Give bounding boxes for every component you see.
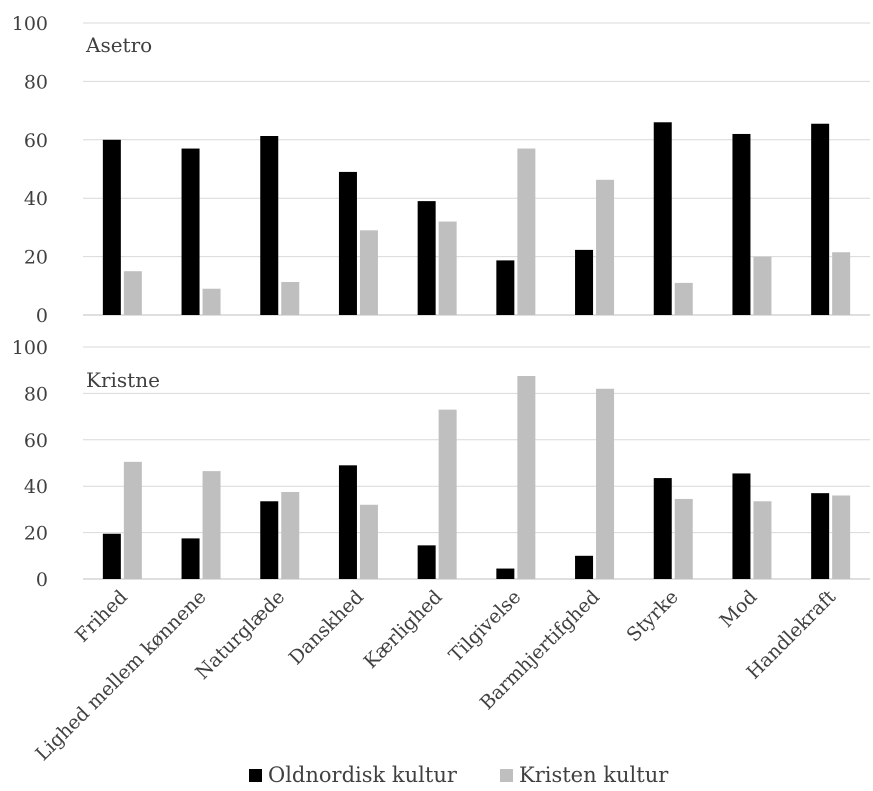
- bar-kristen: [517, 148, 536, 315]
- bar-kristen: [202, 471, 221, 579]
- bar-kristen: [832, 252, 851, 315]
- bar-oldnordisk: [496, 260, 515, 315]
- bar-oldnordisk: [575, 249, 594, 315]
- bar-oldnordisk: [811, 123, 830, 316]
- bar-oldnordisk: [417, 201, 436, 315]
- bar-oldnordisk: [732, 473, 751, 579]
- legend: Oldnordisk kultur Kristen kultur: [249, 763, 669, 787]
- bar-kristen: [123, 461, 142, 579]
- chart-panels: 0 20 40 60 80 100 Asetro 0 20 40 60 80 100 Kristne: [12, 13, 870, 591]
- bar-kristen: [202, 288, 221, 315]
- panel-kristne: 0 20 40 60 80 100 Kristne: [12, 337, 870, 591]
- bar-kristen: [517, 376, 536, 579]
- bar-oldnordisk: [102, 139, 121, 315]
- y-tick-label: 20: [24, 523, 48, 545]
- panel-asetro: 0 20 40 60 80 100 Asetro: [12, 13, 870, 327]
- bar-kristen: [674, 498, 693, 579]
- bar-kristen: [281, 492, 300, 579]
- bar-kristen: [281, 282, 300, 315]
- legend-label-kristen: Kristen kultur: [519, 763, 669, 787]
- legend-swatch-kristen: [500, 769, 513, 782]
- x-tick-label: Tilgivelse: [445, 586, 526, 667]
- y-tick-label: 100: [12, 337, 48, 359]
- x-tick-label: Frihed: [71, 586, 132, 647]
- bar-kristen: [753, 501, 772, 579]
- bar-oldnordisk: [102, 533, 121, 579]
- bar-kristen: [359, 230, 378, 315]
- bar-oldnordisk: [811, 493, 830, 579]
- bar-kristen: [753, 256, 772, 315]
- bar-oldnordisk: [260, 136, 279, 315]
- x-tick-label: Lighed mellem kønnene: [31, 586, 210, 765]
- x-tick-label: Styrke: [623, 586, 683, 646]
- bar-oldnordisk: [496, 568, 515, 579]
- bar-kristen: [438, 221, 457, 315]
- y-tick-label: 20: [24, 247, 48, 269]
- y-tick-label: 0: [36, 569, 48, 591]
- panel-title: Asetro: [85, 33, 152, 57]
- bar-oldnordisk: [181, 538, 200, 579]
- y-tick-label: 40: [24, 188, 48, 210]
- x-tick-label: Danskhed: [285, 586, 368, 669]
- bar-kristen: [832, 495, 851, 579]
- bar-oldnordisk: [181, 148, 200, 315]
- bar-oldnordisk: [417, 545, 436, 579]
- x-tick-label: Mod: [715, 586, 761, 632]
- bar-kristen: [359, 504, 378, 579]
- bar-oldnordisk: [653, 122, 672, 315]
- y-tick-label: 60: [24, 130, 48, 152]
- bar-kristen: [596, 179, 615, 315]
- x-tick-label: Kærlighed: [360, 586, 447, 673]
- legend-label-oldnordisk: Oldnordisk kultur: [268, 763, 458, 787]
- bar-kristen: [596, 388, 615, 579]
- bar-oldnordisk: [575, 555, 594, 579]
- panel-title: Kristne: [86, 368, 160, 392]
- bar-oldnordisk: [338, 465, 357, 579]
- y-tick-label: 60: [24, 430, 48, 452]
- bar-kristen: [123, 271, 142, 315]
- bar-kristen: [438, 409, 457, 579]
- bar-oldnordisk: [338, 171, 357, 315]
- y-tick-label: 40: [24, 476, 48, 498]
- y-tick-label: 100: [12, 13, 48, 35]
- legend-swatch-oldnordisk: [249, 769, 262, 782]
- bar-kristen: [674, 282, 693, 315]
- y-tick-label: 80: [24, 383, 48, 405]
- bar-oldnordisk: [260, 501, 279, 579]
- y-tick-label: 0: [36, 305, 48, 327]
- y-tick-label: 80: [24, 71, 48, 93]
- bar-oldnordisk: [653, 478, 672, 579]
- bar-oldnordisk: [732, 133, 751, 315]
